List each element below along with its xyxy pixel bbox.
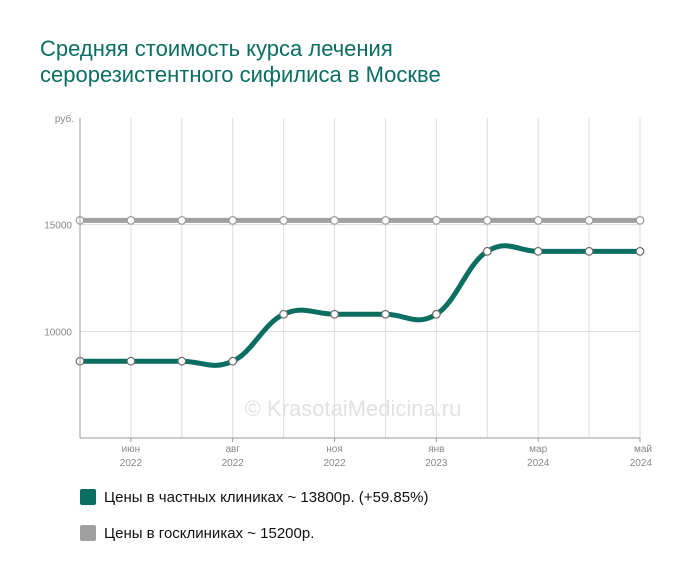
data-point-private bbox=[228, 356, 238, 366]
data-point-private bbox=[584, 246, 594, 256]
grid bbox=[79, 118, 641, 438]
data-point-private bbox=[381, 309, 390, 319]
x-tick-year: 2024 bbox=[630, 458, 653, 469]
data-point-public bbox=[330, 215, 339, 225]
watermark: © KrasotaiMedicina.ru bbox=[245, 396, 462, 421]
data-point-public bbox=[584, 215, 594, 225]
x-tick-month: ноя bbox=[326, 444, 343, 455]
legend-swatch-private bbox=[80, 489, 96, 505]
axes: руб. 10000 15000 июн 2022 авг 2022 ноя 2022 янв 20… bbox=[44, 113, 652, 469]
data-point-public bbox=[482, 215, 492, 225]
data-point-private bbox=[482, 246, 492, 256]
legend: Цены в частных клиниках ~ 13800р. (+59.8… bbox=[80, 488, 428, 560]
legend-label-public: Цены в госклиниках ~ 15200р. bbox=[104, 524, 315, 542]
x-tick-year: 2022 bbox=[323, 458, 346, 469]
data-point-public bbox=[431, 215, 441, 225]
chart-title-line-2: серорезистентного сифилиса в Москве bbox=[40, 62, 441, 87]
chart-title-line-1: Средняя стоимость курса лечения bbox=[40, 36, 393, 61]
x-tick-month: май bbox=[634, 444, 652, 455]
x-tick-month: авг bbox=[225, 444, 240, 455]
data-point-public bbox=[177, 215, 187, 225]
x-tick-month: июн bbox=[122, 444, 141, 455]
data-point-private bbox=[431, 309, 441, 319]
data-point-private bbox=[330, 309, 339, 319]
data-point-private bbox=[635, 246, 645, 256]
data-point-public bbox=[635, 215, 645, 225]
y-axis-unit-label: руб. bbox=[55, 113, 74, 125]
data-point-private bbox=[126, 356, 136, 366]
data-point-public bbox=[279, 215, 289, 225]
y-tick-label: 15000 bbox=[44, 221, 72, 232]
data-point-public bbox=[381, 215, 390, 225]
chart-title: Средняя стоимость курса лечения серорези… bbox=[40, 36, 660, 88]
data-point-public bbox=[533, 215, 543, 225]
legend-item-private[interactable]: Цены в частных клиниках ~ 13800р. (+59.8… bbox=[80, 488, 428, 506]
series bbox=[75, 215, 645, 368]
x-tick-year: 2022 bbox=[120, 458, 143, 469]
x-tick-month: янв bbox=[428, 444, 444, 455]
legend-item-public[interactable]: Цены в госклиниках ~ 15200р. bbox=[80, 524, 428, 542]
x-tick-year: 2022 bbox=[222, 458, 245, 469]
data-point-private bbox=[533, 246, 543, 256]
y-tick-label: 10000 bbox=[44, 327, 72, 338]
x-tick-year: 2024 bbox=[527, 458, 550, 469]
series-line-private bbox=[77, 243, 643, 368]
data-point-public bbox=[126, 215, 136, 225]
data-point-private bbox=[177, 356, 187, 366]
x-tick-month: мар bbox=[529, 444, 547, 455]
data-point-private bbox=[279, 309, 289, 319]
legend-swatch-public bbox=[80, 525, 96, 541]
data-point-public bbox=[228, 215, 238, 225]
x-tick-year: 2023 bbox=[425, 458, 448, 469]
legend-label-private: Цены в частных клиниках ~ 13800р. (+59.8… bbox=[104, 488, 429, 506]
